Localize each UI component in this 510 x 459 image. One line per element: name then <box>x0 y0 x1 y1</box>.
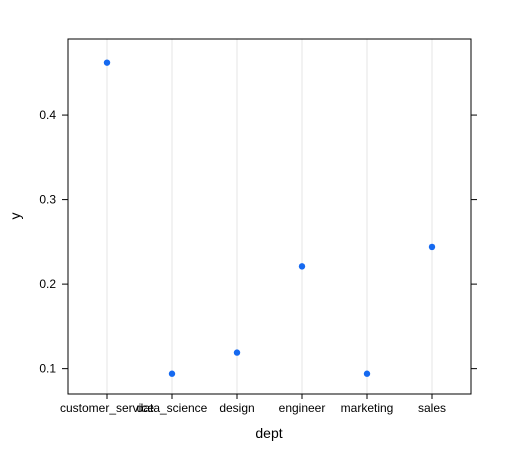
x-tick-label-engineer: engineer <box>279 401 326 415</box>
y-axis: 0.1 0.2 0.3 0.4 <box>39 108 477 376</box>
x-tick-label-design: design <box>219 401 254 415</box>
data-point-marketing <box>363 370 371 377</box>
x-axis-title: dept <box>255 425 282 441</box>
x-tick-label-customer_service: customer_service <box>60 401 154 415</box>
y-tick-label-3: 0.4 <box>39 108 56 122</box>
x-tick-label-data_science: data_science <box>137 401 208 415</box>
x-tick-label-marketing: marketing <box>341 401 394 415</box>
y-axis-title: y <box>7 213 23 220</box>
y-tick-label-2: 0.3 <box>39 193 56 207</box>
data-point-sales <box>428 243 436 251</box>
data-point-engineer <box>298 263 306 270</box>
plot-frame <box>67 38 472 395</box>
y-tick-label-0: 0.1 <box>39 362 56 376</box>
y-tick-label-1: 0.2 <box>39 277 56 291</box>
data-point-customer_service <box>103 59 111 66</box>
data-points <box>103 59 436 377</box>
data-point-data_science <box>168 370 176 377</box>
x-tick-label-sales: sales <box>418 401 446 415</box>
grid-layer <box>106 39 433 394</box>
data-point-design <box>233 349 241 356</box>
